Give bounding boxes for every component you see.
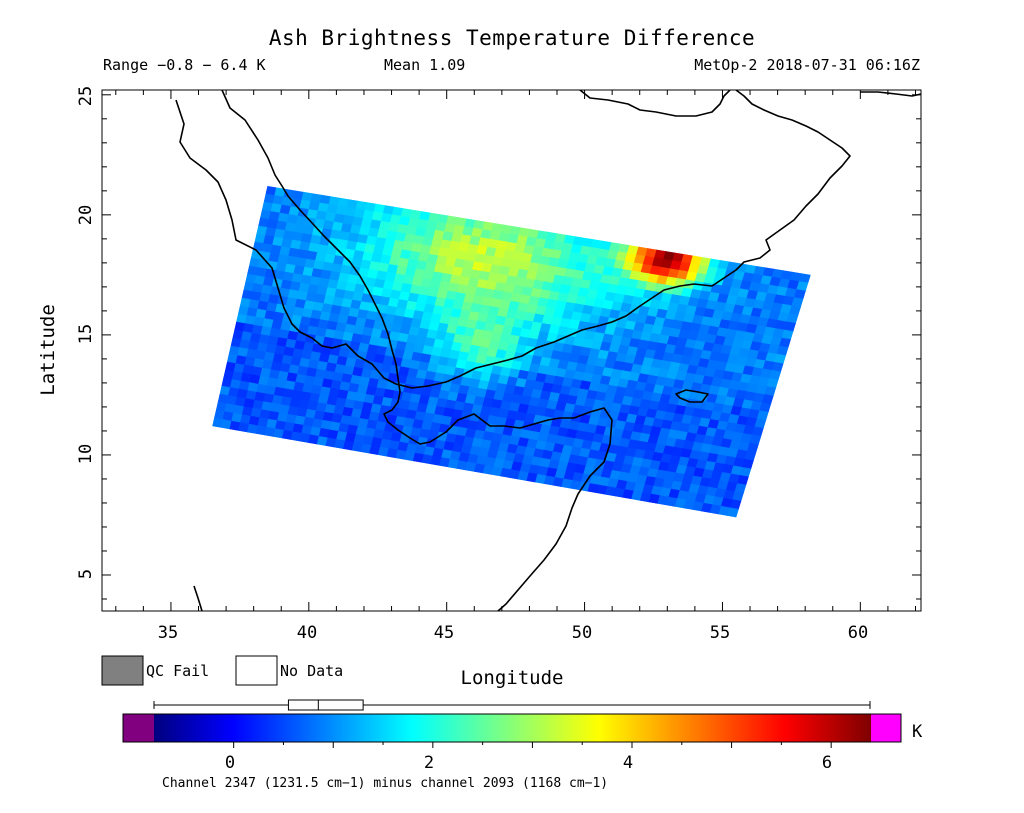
no-data-label: No Data <box>280 662 343 680</box>
boxplot-box <box>287 699 364 711</box>
colorbar-tick-0: 0 <box>225 753 235 773</box>
mean-label: Mean 1.09 <box>384 56 466 74</box>
colorbar-over-swatch <box>871 714 901 742</box>
qc-fail-label: QC Fail <box>146 662 209 680</box>
colorbar-tick-4: 4 <box>623 753 633 773</box>
y-tick-15: 15 <box>76 324 96 344</box>
range-label: Range −0.8 − 6.4 K <box>103 56 266 74</box>
ash-btd-swath <box>212 186 811 518</box>
qc-fail-swatch <box>101 655 144 686</box>
value-distribution-boxplot <box>153 699 871 711</box>
coastline-arabia-north <box>579 90 731 117</box>
coastline-africa-west <box>193 585 203 611</box>
colorbar-under-swatch <box>123 714 154 742</box>
y-tick-5: 5 <box>76 569 96 579</box>
y-tick-10: 10 <box>76 444 96 464</box>
coastline-socotra <box>675 389 709 403</box>
colorbar-tick-labels: 0 2 4 6 <box>225 753 832 773</box>
y-tick-labels: 5 10 15 20 25 <box>76 86 96 579</box>
no-data-swatch <box>235 655 278 686</box>
chart-title: Ash Brightness Temperature Difference <box>268 26 756 50</box>
satellite-time-label: MetOp-2 2018-07-31 06:16Z <box>694 56 920 74</box>
axis-minor-ticks <box>102 90 921 611</box>
coastline-gulf <box>860 91 921 97</box>
coastline-africa-red-sea <box>221 90 613 611</box>
swath-pixel <box>727 507 740 518</box>
x-axis-label: Longitude <box>461 667 564 689</box>
y-axis-label: Latitude <box>37 304 59 396</box>
colorbar-tick-2: 2 <box>424 753 434 773</box>
x-tick-45: 45 <box>434 623 454 643</box>
colorbar-frame <box>122 713 902 743</box>
x-tick-40: 40 <box>297 623 317 643</box>
x-tick-labels: 35 40 45 50 55 60 <box>158 623 868 643</box>
colorbar-caption: Channel 2347 (1231.5 cm−1) minus channel… <box>162 776 608 791</box>
colorbar-ticks <box>233 742 832 748</box>
y-tick-20: 20 <box>76 205 96 225</box>
colorbar-unit: K <box>912 722 923 742</box>
colorbar-gradient <box>154 714 871 742</box>
x-tick-35: 35 <box>158 623 178 643</box>
colorbar-tick-6: 6 <box>822 753 832 773</box>
x-tick-55: 55 <box>710 623 730 643</box>
y-tick-25: 25 <box>76 86 96 106</box>
coastline-arabia-red-sea <box>175 90 851 389</box>
map-frame <box>101 89 922 612</box>
x-tick-50: 50 <box>572 623 592 643</box>
x-tick-60: 60 <box>848 623 868 643</box>
